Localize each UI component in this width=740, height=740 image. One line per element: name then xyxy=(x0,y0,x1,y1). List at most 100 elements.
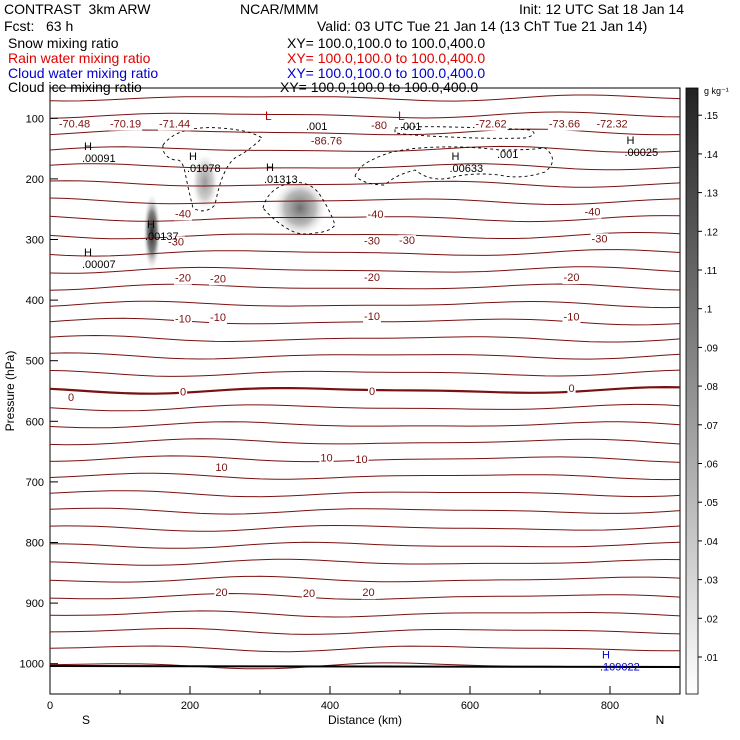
isotherm-line xyxy=(49,180,681,188)
high-mark: H xyxy=(84,247,92,259)
isotherm-label-bg xyxy=(567,382,576,395)
isotherm-label-bg xyxy=(562,311,581,324)
isotherm-label: 0 xyxy=(68,392,74,404)
isotherm-label: -20 xyxy=(210,273,226,285)
cloud-ice-label: .001 xyxy=(306,121,327,133)
extreme-value-label: -72.62 xyxy=(475,119,506,131)
colorbar-label: .03 xyxy=(704,576,718,587)
axes: 0 200 400 600 800100200300400500600700800900… xyxy=(3,113,664,727)
isotherm-label: -20 xyxy=(564,272,580,284)
isotherm-line xyxy=(49,421,681,429)
isotherm-line xyxy=(49,231,681,240)
snow-column-right xyxy=(272,178,328,238)
isotherm-line xyxy=(49,438,681,446)
isotherm-label: 0 xyxy=(369,386,375,398)
extreme-value-label: -70.48 xyxy=(59,119,90,131)
extreme-value-label-bg xyxy=(108,118,143,131)
isotherm-line xyxy=(49,145,681,153)
y-tick-label: 700 xyxy=(26,477,44,489)
model-title: CONTRAST 3km ARW xyxy=(4,1,151,17)
isotherm-line xyxy=(49,558,681,566)
field-snow-name: Snow mixing ratio xyxy=(8,35,119,51)
isotherm-line xyxy=(49,111,681,119)
isotherm-label-bg xyxy=(209,312,227,325)
high-value: .00633 xyxy=(450,163,484,175)
y-tick-label: 400 xyxy=(26,295,44,307)
low-mark: L xyxy=(265,109,272,123)
x-tick-label: 800 xyxy=(601,700,619,712)
colorbar-label: .01 xyxy=(704,653,718,664)
y-tick-label: 1000 xyxy=(20,659,44,671)
isotherm-label: 0 xyxy=(180,387,186,399)
high-mark: H xyxy=(627,135,635,147)
colorbar-label: .09 xyxy=(704,343,718,354)
field-cloudwater-name: Cloud water mixing ratio xyxy=(8,65,159,81)
cloud-ice-label: .001 xyxy=(497,149,518,161)
isotherm-label-bg xyxy=(363,272,381,285)
extreme-value-label-bg xyxy=(595,118,629,131)
temperature-contours xyxy=(49,94,681,670)
extreme-value-label: -70.19 xyxy=(110,119,141,131)
isotherm-label-bg xyxy=(209,273,227,286)
x-axis-label: Distance (km) xyxy=(328,713,402,727)
isotherm-line xyxy=(49,197,681,206)
isotherm-line xyxy=(49,283,681,291)
isotherm-label: -40 xyxy=(585,207,601,219)
x-tick-label: 400 xyxy=(321,700,339,712)
y-axis-label: Pressure (hPa) xyxy=(3,351,17,432)
surface-line xyxy=(49,665,681,668)
high-value: .01078 xyxy=(187,163,221,175)
isotherm-label: 0 xyxy=(568,383,574,395)
isotherm-line xyxy=(49,249,681,257)
isotherm-line xyxy=(49,369,681,377)
y-tick-label: 300 xyxy=(26,235,44,247)
isotherm-label-bg xyxy=(66,392,76,405)
colorbar-unit: g kg⁻¹ xyxy=(704,86,729,96)
colorbar-label: .02 xyxy=(704,614,718,625)
colorbar: .01 .02 .03 .04 .05 .06 .07 .08 .09 .1 .11 .12 .13 .1… xyxy=(685,86,729,695)
isotherm-label-bg xyxy=(361,587,376,600)
isotherm-label: 20 xyxy=(215,587,227,599)
high-value: .109022 xyxy=(600,661,640,673)
isotherm-line xyxy=(49,645,681,653)
high-mark: H xyxy=(189,151,197,163)
colorbar-label: .07 xyxy=(704,421,718,432)
isotherm-label-bg xyxy=(366,209,385,222)
y-tick-label: 200 xyxy=(26,174,44,186)
cloud-ice-contour-west xyxy=(162,127,263,212)
colorbar-label: .14 xyxy=(704,150,718,161)
high-value: .00007 xyxy=(82,259,116,271)
isotherm-label-bg xyxy=(319,452,334,465)
shaded-mixing-ratio xyxy=(143,152,328,272)
extreme-value-label-bg xyxy=(57,118,92,131)
isotherm-label-bg xyxy=(174,208,192,221)
colorbar-label: .12 xyxy=(704,227,718,238)
x-end-label-north: N xyxy=(656,713,665,727)
isotherm-line xyxy=(49,94,681,102)
high-mark: H xyxy=(452,151,460,163)
snow-column-left xyxy=(143,192,161,272)
x-tick-label: 0 xyxy=(47,700,53,712)
isotherm-label: -80 xyxy=(371,120,387,132)
isotherm-label: -30 xyxy=(364,236,380,248)
isotherm-label-bg xyxy=(174,272,192,285)
colorbar-label: .08 xyxy=(704,382,718,393)
y-tick-label: 600 xyxy=(26,416,44,428)
isotherm-label: -20 xyxy=(175,273,191,285)
isotherm-label: -30 xyxy=(399,235,415,247)
isotherm-line xyxy=(49,507,681,515)
colorbar-label: .04 xyxy=(704,537,718,548)
isotherm-line xyxy=(49,334,681,343)
isotherm-line xyxy=(49,300,681,309)
isotherm-label-bg xyxy=(583,206,602,219)
isotherm-line xyxy=(49,490,681,498)
isotherm-label: 10 xyxy=(215,462,227,474)
isotherm-line xyxy=(49,627,681,635)
extreme-value-label-bg xyxy=(547,118,582,131)
extreme-value-label: -86.76 xyxy=(311,136,342,148)
isotherm-label: -40 xyxy=(175,208,191,220)
isotherm-line xyxy=(49,403,681,412)
isotherm-line xyxy=(49,163,681,171)
cloud-ice-contours xyxy=(162,126,553,235)
snow-column-mid xyxy=(191,152,219,212)
